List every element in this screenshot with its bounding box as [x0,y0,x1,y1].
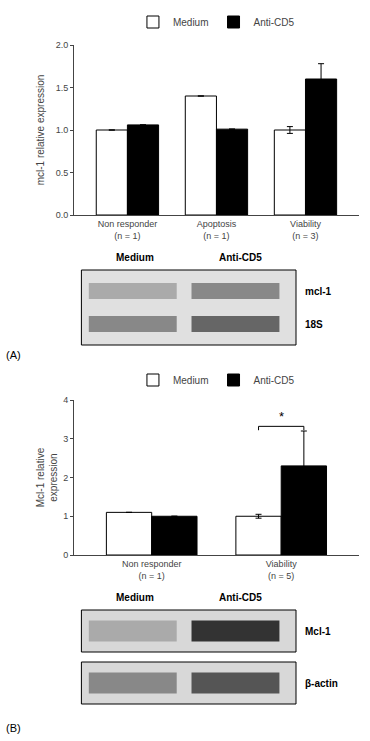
svg-text:mcl-1: mcl-1 [305,286,332,297]
svg-text:2: 2 [63,473,68,483]
svg-text:Viability(n = 3): Viability(n = 3) [290,219,321,241]
svg-text:Anti-CD5: Anti-CD5 [254,17,295,28]
svg-text:0: 0 [63,550,68,560]
svg-text:Non responder(n = 1): Non responder(n = 1) [122,559,182,581]
svg-text:(B): (B) [6,722,21,734]
svg-text:0.0: 0.0 [56,210,69,220]
svg-text:Mcl-1: Mcl-1 [305,626,331,637]
svg-text:Viability(n = 5): Viability(n = 5) [266,559,297,581]
svg-text:Mcl-1 relativeexpression: Mcl-1 relativeexpression [35,447,59,507]
svg-text:mcl-1 relative expression: mcl-1 relative expression [35,75,46,186]
svg-text:2.0: 2.0 [56,40,69,50]
svg-text:β-actin: β-actin [305,678,338,689]
svg-text:Anti-CD5: Anti-CD5 [254,375,295,386]
svg-text:Apoptosis(n = 1): Apoptosis(n = 1) [197,219,237,241]
svg-text:Anti-CD5: Anti-CD5 [219,252,262,263]
svg-text:Medium: Medium [173,17,209,28]
svg-text:0.5: 0.5 [56,168,69,178]
svg-text:*: * [279,409,284,424]
svg-text:Non responder(n = 1): Non responder(n = 1) [98,219,158,241]
svg-text:18S: 18S [305,319,323,330]
svg-text:Anti-CD5: Anti-CD5 [219,592,262,603]
svg-text:Medium: Medium [173,375,209,386]
svg-text:1.5: 1.5 [56,83,69,93]
svg-text:Medium: Medium [116,592,154,603]
svg-text:4: 4 [63,395,68,405]
svg-text:(A): (A) [6,349,21,361]
svg-text:3: 3 [63,434,68,444]
svg-text:Medium: Medium [116,252,154,263]
svg-text:1.0: 1.0 [56,125,69,135]
svg-text:1: 1 [63,511,68,521]
